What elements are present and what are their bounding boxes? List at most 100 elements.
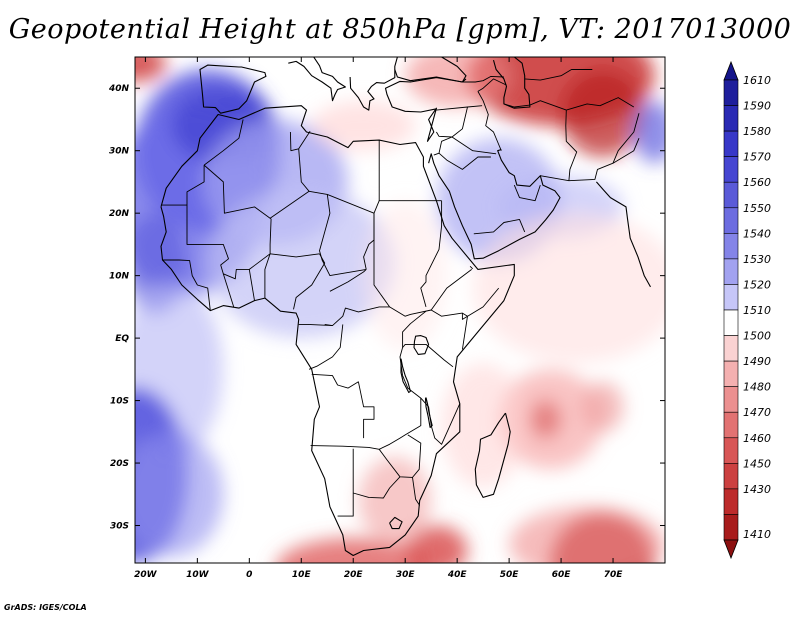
lake-tanganyika-outline — [400, 358, 411, 394]
y-tick-label: 20S — [110, 459, 129, 469]
plot-frame — [134, 56, 666, 564]
y-tick-label: 30S — [110, 522, 129, 532]
colorbar-swatch — [723, 207, 739, 234]
colorbar-swatch — [723, 309, 739, 336]
x-tick-label: 10E — [292, 570, 312, 580]
y-tick-label: 10N — [109, 272, 130, 282]
field-blob-24 — [311, 100, 416, 151]
colorbar-label: 1520 — [743, 278, 771, 291]
colorbar-label: 1510 — [743, 304, 771, 317]
y-tick-label: 10S — [110, 397, 129, 407]
border-30 — [399, 343, 454, 376]
colorbar-swatch — [723, 514, 739, 541]
colorbar-swatch — [723, 437, 739, 464]
colorbar-swatch — [723, 79, 739, 106]
colorbar: 1610 1590 1580 1570 1560 1550 1540 1530 1520 1510… — [723, 60, 771, 560]
field-blob-23 — [405, 57, 510, 107]
colorbar-swatch — [723, 386, 739, 413]
colorbar-swatch — [723, 130, 739, 157]
border-33 — [461, 287, 500, 320]
x-tick-label: 0 — [246, 570, 252, 580]
border-1 — [203, 119, 244, 166]
field-blob-13 — [529, 400, 562, 439]
madagascar-outline — [474, 412, 511, 498]
border-26 — [379, 398, 422, 450]
border-22 — [308, 324, 344, 370]
y-tick-label: 30N — [109, 147, 130, 157]
indian-west-coast-outline — [595, 181, 651, 288]
x-tick-label: 20W — [134, 570, 158, 580]
colorbar-label: 1480 — [743, 381, 771, 394]
border-12 — [186, 205, 272, 280]
italy-outline — [288, 57, 346, 102]
plot-area: 20W 10W 0 10E 20E 30E 40E 50E 60E 70E 40N 30N 20N 10… — [108, 56, 666, 580]
colorbar-label: 1490 — [743, 355, 771, 368]
colorbar-bottom-arrow — [723, 539, 739, 560]
lake-victoria-outline — [413, 335, 430, 355]
x-tick-label: 70E — [604, 570, 624, 580]
colorbar-label: 1530 — [743, 253, 771, 266]
colorbar-label: 1450 — [743, 457, 771, 470]
colorbar-swatch — [723, 156, 739, 183]
field-blob-25 — [633, 100, 665, 164]
field-blob-19 — [405, 525, 468, 563]
border-10 — [430, 269, 472, 311]
colorbar-swatch — [723, 181, 739, 209]
border-21 — [298, 323, 333, 327]
colorbar-label: 1430 — [743, 483, 771, 496]
colorbar-label: 1550 — [743, 202, 771, 215]
colorbar-label: 1500 — [743, 330, 771, 343]
colorbar-label: 1470 — [743, 406, 771, 419]
border-19 — [329, 269, 367, 292]
border-31 — [402, 375, 461, 445]
x-tick-label: 20E — [344, 570, 364, 580]
colorbar-swatch — [723, 284, 739, 311]
colorbar-top-arrow — [723, 60, 739, 81]
lesotho-outline — [389, 516, 403, 530]
field-blob-14 — [581, 381, 624, 432]
border-29 — [412, 477, 421, 506]
border-18 — [264, 253, 271, 299]
border-14 — [293, 253, 326, 310]
colorbar-swatch — [723, 258, 739, 285]
colorbar-label: 1570 — [743, 151, 771, 164]
border-0 — [161, 165, 205, 206]
x-tick-label: 50E — [500, 570, 520, 580]
border-11 — [420, 200, 443, 308]
levant-anatolia-outline — [384, 77, 467, 142]
colorbar-swatch — [723, 105, 739, 132]
colorbar-swatch — [723, 360, 739, 387]
border-28 — [353, 476, 401, 499]
colorbar-label: 1560 — [743, 176, 771, 189]
field-blob-18 — [276, 538, 430, 563]
geographic-outlines — [160, 57, 651, 557]
border-42 — [513, 184, 541, 202]
border-38 — [477, 91, 502, 151]
colorbar-swatch — [723, 488, 739, 515]
field-blob-17 — [509, 506, 665, 563]
geopotential-field — [135, 57, 665, 563]
border-36 — [451, 105, 483, 138]
x-tick-label: 60E — [552, 570, 572, 580]
field-blob-15 — [441, 363, 525, 489]
field-blob-27 — [363, 200, 447, 351]
chart-title: Geopotential Height at 850hPa [gpm], VT:… — [8, 14, 792, 45]
field-blob-22 — [561, 69, 645, 157]
border-34 — [469, 265, 474, 270]
colorbar-label: 1540 — [743, 227, 771, 240]
colorbar-label: 1590 — [743, 100, 771, 113]
y-tick-label: 40N — [108, 84, 130, 94]
border-7 — [373, 200, 380, 214]
border-5 — [289, 131, 311, 152]
border-32 — [402, 310, 427, 348]
credit-text: GrADS: IGES/COLA — [4, 603, 87, 612]
arabia-outline — [428, 148, 561, 260]
x-tick-label: 30E — [396, 570, 416, 580]
border-24 — [310, 445, 380, 450]
caspian-outline — [492, 57, 531, 109]
field-blob-8 — [135, 431, 224, 557]
border-49 — [477, 78, 507, 92]
europe-south-outline — [199, 64, 267, 114]
border-9 — [373, 213, 468, 350]
